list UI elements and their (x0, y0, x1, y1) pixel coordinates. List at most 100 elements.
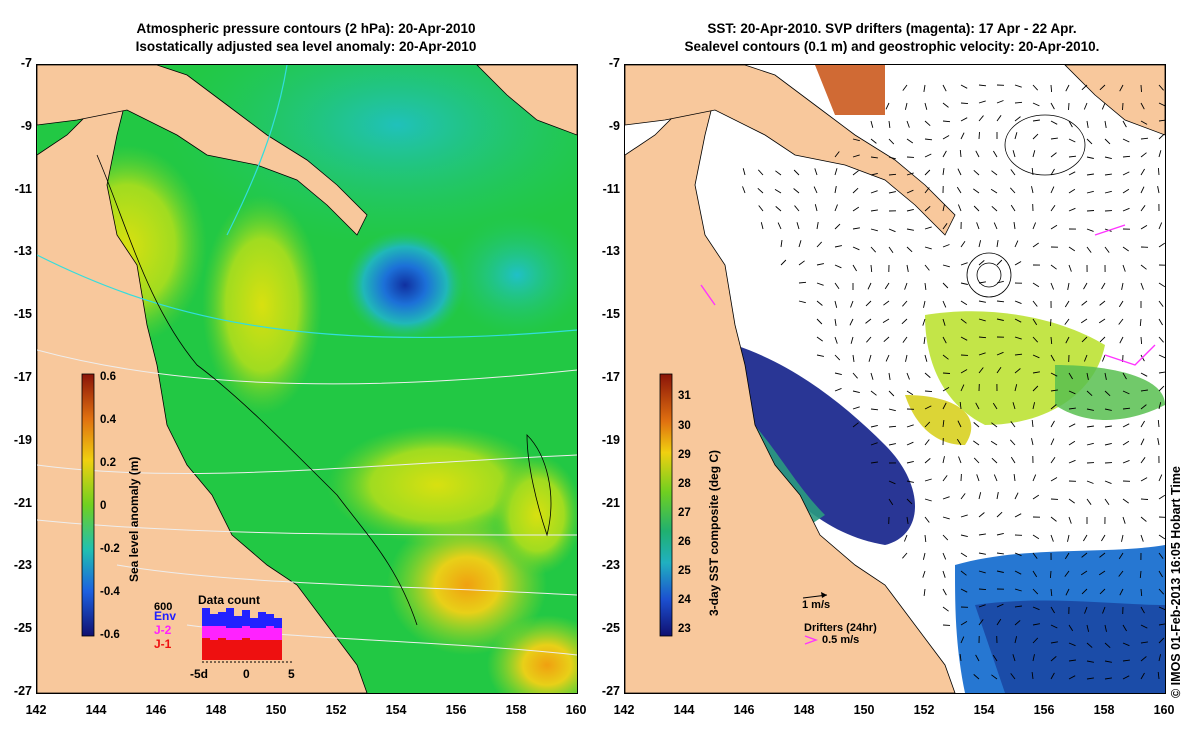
velocity-arrow (957, 168, 962, 176)
velocity-arrow (1140, 336, 1143, 345)
velocity-arrow (942, 402, 947, 410)
velocity-arrow (1068, 659, 1076, 662)
left-x-tick: 156 (445, 703, 467, 717)
velocity-arrow (1101, 534, 1106, 542)
velocity-arrow (888, 372, 891, 380)
velocity-arrow (798, 260, 805, 266)
velocity-arrow (852, 354, 855, 362)
velocity-arrow (1032, 84, 1039, 91)
velocity-arrow (816, 241, 823, 248)
velocity-arrow (1122, 102, 1124, 111)
velocity-arrow (1158, 588, 1165, 595)
velocity-arrow (1032, 474, 1037, 482)
velocity-arrow (1140, 120, 1148, 125)
velocity-arrow (978, 533, 986, 536)
left-x-tick: 150 (265, 703, 287, 717)
velocity-arrow (1032, 402, 1036, 410)
velocity-arrow (1031, 419, 1034, 428)
velocity-arrow (757, 169, 764, 176)
velocity-arrow (1104, 425, 1112, 428)
velocity-arrow (924, 498, 932, 502)
velocity-arrow (942, 282, 949, 289)
velocity-arrow (1081, 84, 1088, 91)
velocity-arrow (1140, 438, 1145, 446)
velocity-arrow (924, 187, 930, 194)
velocity-arrow (1068, 372, 1073, 380)
velocity-arrow (1068, 516, 1072, 524)
velocity-arrow (1081, 336, 1088, 343)
velocity-arrow (816, 222, 819, 230)
sla-map-svg (37, 65, 577, 693)
velocity-arrow (906, 208, 914, 212)
velocity-arrow (1104, 120, 1107, 128)
velocity-arrow (996, 532, 1004, 536)
velocity-arrow (1068, 390, 1076, 395)
velocity-arrow (834, 168, 838, 176)
velocity-arrow (870, 408, 879, 411)
velocity-arrow (1065, 336, 1070, 344)
velocity-arrow (1080, 570, 1088, 576)
right-y-tick: -17 (601, 370, 620, 384)
velocity-arrow (888, 228, 896, 233)
velocity-arrow (865, 300, 872, 307)
velocity-arrow (1014, 492, 1019, 500)
velocity-arrow (1064, 570, 1070, 577)
velocity-arrow (960, 534, 968, 538)
right-y-tick: -19 (601, 432, 620, 447)
velocity-arrow (1140, 498, 1149, 500)
velocity-arrow (870, 138, 877, 144)
velocity-arrow (1086, 173, 1094, 176)
velocity-arrow (1140, 282, 1144, 290)
velocity-arrow (1014, 318, 1022, 323)
velocity-arrow (888, 390, 895, 397)
velocity-arrow (1104, 498, 1110, 505)
velocity-arrow (996, 618, 1002, 626)
velocity-arrow (960, 117, 968, 122)
velocity-arrow (870, 264, 873, 273)
velocity-arrow (1050, 84, 1053, 93)
data-count-ymax: 600 (154, 601, 172, 613)
velocity-arrow (1013, 222, 1016, 230)
velocity-arrow (1104, 138, 1111, 145)
velocity-arrow (1102, 606, 1106, 614)
right-x-tick: 160 (1153, 703, 1175, 717)
velocity-arrow (901, 318, 908, 325)
velocity-arrow (852, 170, 859, 176)
velocity-arrow (1081, 588, 1088, 595)
velocity-arrow (978, 492, 982, 500)
velocity-arrow (923, 300, 926, 308)
velocity-arrow (1068, 188, 1076, 194)
velocity-arrow (1081, 300, 1088, 306)
velocity-arrow (942, 372, 951, 374)
velocity-arrow (870, 390, 877, 396)
velocity-arrow (1086, 390, 1093, 397)
velocity-arrow (960, 336, 968, 341)
velocity-arrow (1122, 659, 1130, 662)
velocity-arrow (978, 260, 985, 266)
velocity-arrow (942, 300, 947, 308)
velocity-arrow (1068, 102, 1070, 111)
right-title-line1: SST: 20-Apr-2010. SVP drifters (magenta)… (707, 21, 1077, 36)
velocity-arrow (1032, 654, 1035, 662)
velocity-arrow (924, 421, 931, 428)
velocity-arrow (992, 654, 998, 662)
left-y-tick: -15 (13, 307, 32, 322)
velocity-arrow (1104, 660, 1112, 663)
sst-colorbar-label: 3-day SST composite (deg C) (707, 450, 721, 616)
velocity-arrow (742, 168, 746, 176)
velocity-arrow (1050, 152, 1057, 158)
velocity-arrow (960, 514, 968, 518)
velocity-arrow (1010, 673, 1016, 680)
left-y-tick: -13 (13, 244, 32, 259)
velocity-arrow (1158, 102, 1165, 107)
velocity-arrow (1086, 498, 1092, 505)
velocity-arrow (960, 636, 965, 644)
velocity-arrow (978, 367, 984, 374)
velocity-arrow (867, 282, 872, 290)
velocity-arrow (1086, 372, 1089, 380)
velocity-arrow (888, 191, 896, 194)
velocity-arrow (852, 187, 859, 194)
velocity-arrow (870, 156, 878, 159)
velocity-arrow (1050, 672, 1055, 680)
velocity-arrow (978, 512, 985, 518)
